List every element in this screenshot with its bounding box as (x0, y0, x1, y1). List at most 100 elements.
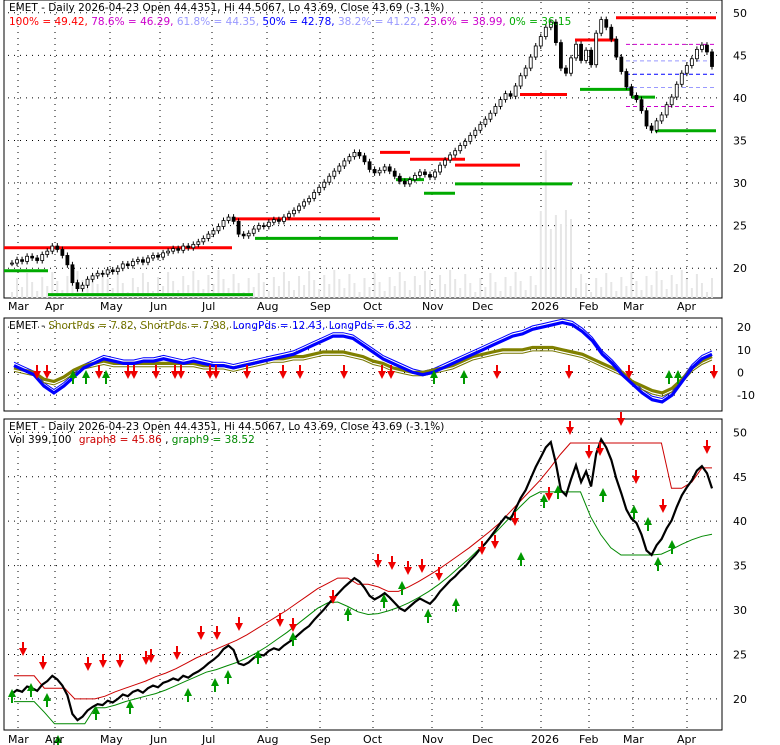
volume-bar (680, 270, 683, 298)
short-pds-thin (13, 350, 713, 397)
arrow-shaft (46, 365, 48, 371)
candle-body (95, 272, 100, 277)
candle-body (221, 220, 226, 227)
candle-body (493, 106, 498, 114)
x-tick-label: Feb (579, 300, 598, 313)
indicator-panel-subheader: Vol 399,100 graph8 = 45.86 , graph9 = 38… (9, 434, 255, 446)
candle-body (271, 219, 276, 223)
arrow-shaft (155, 365, 157, 371)
candle-body (387, 166, 392, 172)
volume-bar (162, 286, 165, 298)
volume-bar (640, 290, 643, 298)
graph8-label: graph8 = 45.86 (79, 434, 162, 446)
candle-body (176, 248, 181, 251)
arrow-shaft (200, 626, 202, 632)
volume-bar (660, 280, 663, 298)
sell-arrow (171, 371, 179, 379)
y-tick-label: 45 (733, 49, 747, 62)
volume-bar (474, 292, 477, 298)
volume-bar (141, 273, 144, 298)
volume-bar (499, 291, 502, 298)
sell-arrow (387, 371, 395, 379)
candle-body (453, 150, 458, 156)
arrow-shaft (662, 499, 664, 505)
arrow-shaft (30, 691, 32, 697)
arrow-shaft (677, 378, 679, 384)
x-tick-label: Jul (201, 300, 215, 313)
x-tick-label: 2026 (531, 300, 559, 313)
volume-bar (197, 280, 200, 298)
candle-body (679, 72, 684, 85)
candle-body (418, 171, 422, 176)
volume-bar (308, 271, 311, 298)
y-tick-label: 0 (737, 366, 744, 379)
volume-bar (247, 278, 250, 298)
candle-body (559, 42, 563, 69)
candle-body (206, 233, 211, 239)
candle-body (181, 245, 186, 251)
candle-body (458, 145, 463, 152)
sell-arrow (545, 493, 553, 501)
x-tick-label: Oct (363, 733, 383, 745)
sell-arrow (235, 623, 243, 631)
buy-arrow (43, 693, 51, 701)
arrow-shaft (292, 618, 294, 624)
volume-bar (252, 287, 255, 298)
candle-body (428, 174, 432, 178)
candle-body (659, 114, 664, 122)
close-line (11, 436, 714, 722)
arrow-shaft (174, 365, 176, 371)
arrow-shaft (433, 378, 435, 384)
sell-arrow (493, 371, 501, 379)
y-tick-label: 20 (737, 321, 751, 334)
buy-arrow (665, 370, 673, 378)
x-tick-label: Dec (472, 300, 493, 313)
candle-body (372, 169, 377, 174)
candle-body (614, 38, 619, 58)
arrow-shaft (427, 617, 429, 623)
volume-bar (575, 288, 578, 298)
candle-body (604, 19, 609, 28)
oscillator-prefix: EMET - (9, 320, 48, 332)
candle-body (543, 26, 548, 38)
sell-arrow (33, 371, 41, 379)
sell-arrow (142, 657, 150, 665)
x-tick-label: Jun (149, 733, 167, 745)
oscillator-series-text: LongPds = 12.43, (233, 320, 329, 332)
volume-bar (690, 288, 693, 298)
candle-body (75, 282, 80, 290)
candle-body (639, 99, 644, 112)
volume-bar (705, 292, 708, 298)
candle-body (125, 263, 130, 267)
buy-arrow (554, 485, 562, 493)
candle-body (654, 120, 659, 131)
sell-arrow (378, 371, 386, 379)
volume-bar (403, 281, 406, 298)
volume-bar (46, 286, 49, 298)
sell-arrow (130, 371, 138, 379)
sell-arrow (340, 371, 348, 379)
candle-body (201, 237, 206, 243)
volume-bar (31, 282, 34, 298)
volume-bar (388, 277, 391, 298)
candle-body (579, 43, 583, 61)
candle-body (282, 216, 286, 222)
volume-bar (101, 270, 104, 298)
volume-bar (298, 276, 301, 298)
arrow-shaft (568, 365, 570, 371)
candle-body (25, 255, 30, 262)
y-tick-label: 10 (737, 344, 751, 357)
candle-body (251, 228, 256, 234)
sell-arrow (632, 476, 640, 484)
buy-arrow (460, 370, 468, 378)
buy-arrow (654, 557, 662, 565)
candle-body (443, 159, 447, 166)
price-panel-title: EMET - Daily 2026-04-23 Open 44.4351, Hi… (9, 2, 444, 14)
x-tick-label: Sep (310, 300, 331, 313)
y-tick-label: 35 (733, 134, 747, 147)
sell-arrow (596, 448, 604, 456)
candle-body (523, 67, 528, 77)
arrow-shaft (246, 365, 248, 371)
candle-body (307, 197, 312, 203)
arrow-shaft (46, 701, 48, 707)
